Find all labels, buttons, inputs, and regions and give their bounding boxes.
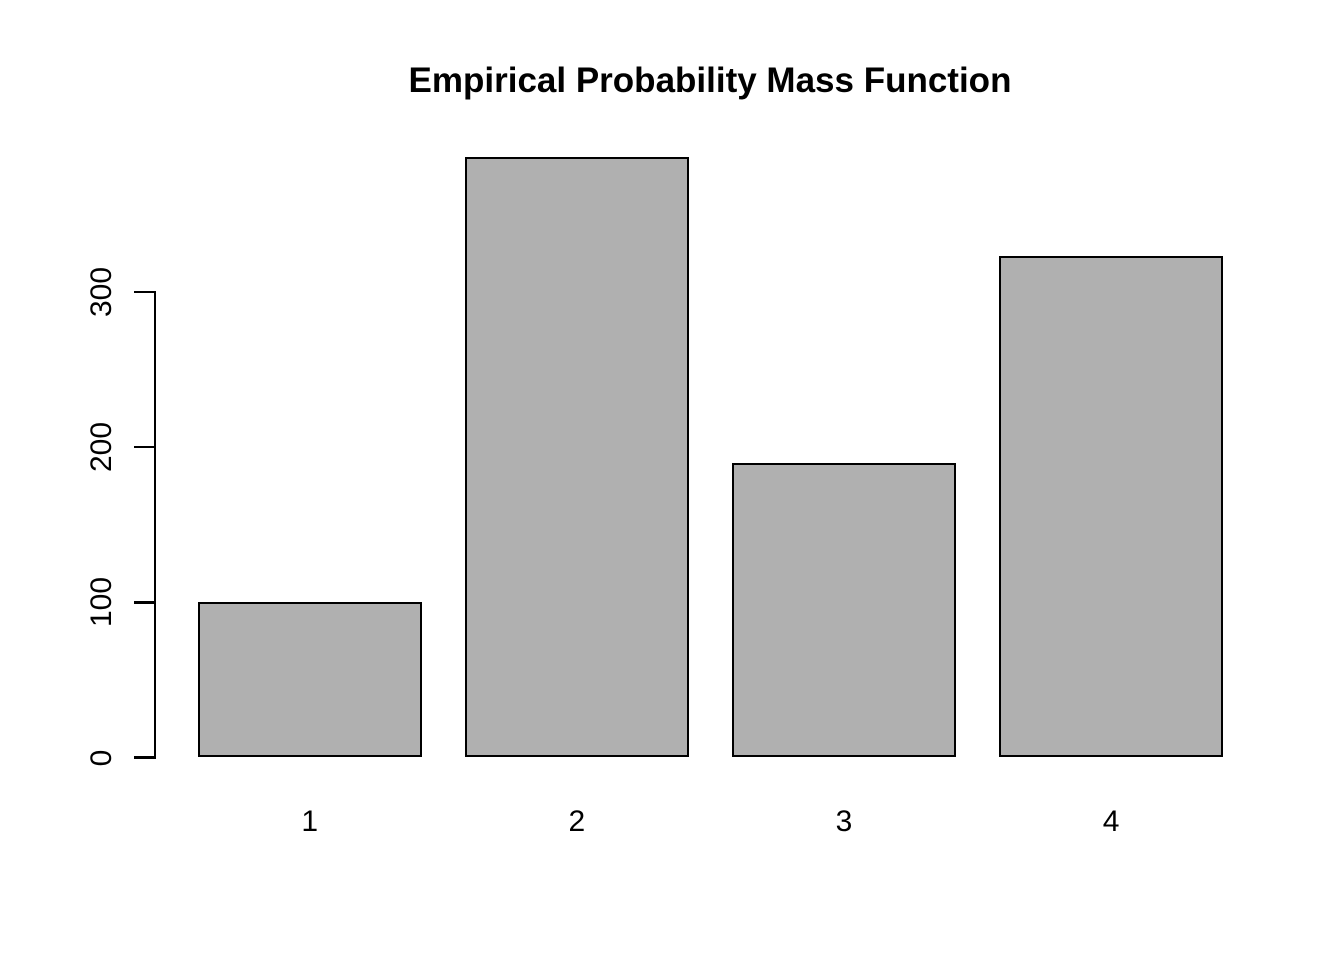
y-axis-line: [153, 290, 156, 759]
y-axis-tick: [133, 601, 154, 604]
y-axis-tick-label: 200: [85, 422, 118, 473]
y-axis-tick: [133, 445, 154, 449]
bar-1: [198, 602, 422, 758]
chart-title: Empirical Probability Mass Function: [408, 61, 1012, 100]
y-axis-tick-label: 300: [85, 266, 118, 317]
bar-2: [465, 156, 689, 758]
x-axis-label: 1: [301, 805, 319, 838]
x-axis-label: 2: [568, 805, 586, 838]
y-axis-tick: [133, 756, 154, 759]
y-axis-tick-label: 0: [85, 749, 118, 766]
x-axis-label: 3: [835, 805, 853, 838]
bar-3: [732, 462, 956, 758]
bar-4: [999, 256, 1223, 758]
y-axis-tick-label: 100: [85, 577, 118, 628]
x-axis-label: 4: [1102, 805, 1120, 838]
y-axis-tick: [133, 290, 154, 294]
